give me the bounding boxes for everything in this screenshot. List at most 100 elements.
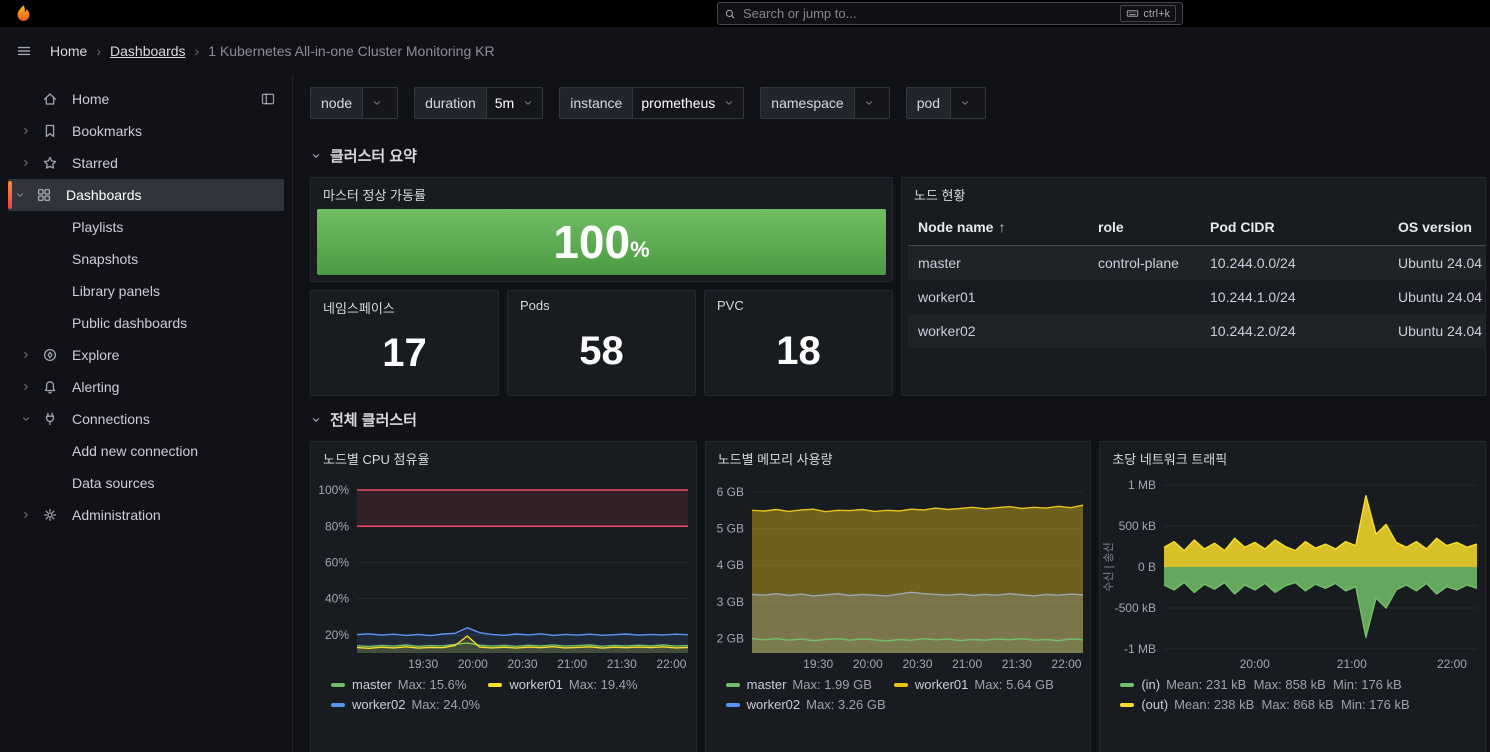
filter-value-dropdown[interactable]: [950, 87, 986, 119]
expand-toggle[interactable]: [14, 349, 38, 361]
svg-text:21:00: 21:00: [1337, 657, 1367, 671]
legend-item[interactable]: (in)Mean: 231 kB Max: 858 kB Min: 176 kB: [1120, 677, 1401, 692]
breadcrumb-dashboards[interactable]: Dashboards: [110, 43, 186, 59]
icon-slot: [38, 507, 62, 523]
legend-stats: Mean: 231 kB Max: 858 kB Min: 176 kB: [1166, 677, 1402, 692]
panel-title[interactable]: 노드 현황: [902, 178, 1485, 209]
sidebar-item-explore[interactable]: Explore: [8, 339, 284, 371]
filter-value-dropdown[interactable]: prometheus: [632, 87, 744, 119]
panel-title[interactable]: 네임스페이스: [311, 291, 498, 322]
chevron-down-icon: [20, 413, 32, 425]
filter-value-dropdown[interactable]: 5m: [486, 87, 543, 119]
expand-toggle[interactable]: [14, 381, 38, 393]
svg-text:19:30: 19:30: [803, 657, 833, 671]
svg-text:-1 MB: -1 MB: [1124, 642, 1156, 656]
svg-text:60%: 60%: [325, 555, 349, 569]
panel-namespaces: 네임스페이스 17: [310, 290, 499, 396]
expand-toggle[interactable]: [14, 125, 38, 137]
sidebar-item-label: Home: [72, 91, 109, 107]
table-row: worker0210.244.2.0/24Ubuntu 24.04: [908, 314, 1486, 348]
sidebar-item-library-panels[interactable]: Library panels: [8, 275, 284, 307]
column-header-node-name[interactable]: Node name↑: [908, 209, 1088, 246]
column-header-role[interactable]: role: [1088, 209, 1200, 246]
sidebar-item-public-dashboards[interactable]: Public dashboards: [8, 307, 284, 339]
menu-icon[interactable]: [16, 43, 32, 59]
search-icon: [724, 8, 736, 20]
cpu-chart-legend: masterMax: 15.6% worker01Max: 19.4% worker…: [311, 673, 696, 712]
filter-label: namespace: [760, 87, 853, 119]
sidebar-item-playlists[interactable]: Playlists: [8, 211, 284, 243]
legend-item[interactable]: (out)Mean: 238 kB Max: 868 kB Min: 176 k…: [1120, 697, 1409, 712]
chart-canvas[interactable]: 100%80%60%40%20%19:3020:0020:3021:0021:3…: [311, 473, 696, 673]
compass-icon: [42, 347, 58, 363]
panel-title[interactable]: 노드별 메모리 사용량: [706, 442, 1091, 473]
column-header-pod-cidr[interactable]: Pod CIDR: [1200, 209, 1388, 246]
legend-item[interactable]: worker02Max: 24.0%: [331, 697, 480, 712]
svg-text:40%: 40%: [325, 592, 349, 606]
sidebar-item-alerting[interactable]: Alerting: [8, 371, 284, 403]
column-header-os-version[interactable]: OS version: [1388, 209, 1486, 246]
legend-item[interactable]: worker01Max: 19.4%: [488, 677, 637, 692]
sidebar-item-administration[interactable]: Administration: [8, 499, 284, 531]
sidebar-item-home[interactable]: Home: [8, 83, 284, 115]
dock-icon[interactable]: [260, 91, 276, 107]
sidebar-item-label: Bookmarks: [72, 123, 142, 139]
search-input[interactable]: Search or jump to... ctrl+k: [717, 2, 1183, 25]
legend-item[interactable]: worker02 Max: 3.26 GB: [726, 697, 886, 712]
expand-toggle[interactable]: [14, 413, 38, 425]
stat-value: 58: [508, 318, 695, 395]
bell-icon: [42, 379, 58, 395]
sidebar-item-connections[interactable]: Connections: [8, 403, 284, 435]
legend-stats: Max: 24.0%: [411, 697, 480, 712]
filter-value-dropdown[interactable]: [854, 87, 890, 119]
table-cell: 10.244.1.0/24: [1200, 280, 1388, 314]
breadcrumb-home[interactable]: Home: [50, 43, 87, 59]
svg-text:20:00: 20:00: [1240, 657, 1270, 671]
legend-item[interactable]: masterMax: 15.6%: [331, 677, 466, 692]
filter-label: instance: [559, 87, 632, 119]
chart-canvas[interactable]: 1 MB500 kB0 B-500 kB-1 MB20:0021:0022:00…: [1100, 473, 1485, 673]
svg-text:20:30: 20:30: [507, 657, 537, 671]
table-cell: 10.244.0.0/24: [1200, 246, 1388, 281]
section-whole-cluster[interactable]: 전체 클러스터: [310, 409, 1486, 430]
sidebar-item-label: Alerting: [72, 379, 119, 395]
legend-label: master: [352, 677, 392, 692]
panel-title[interactable]: 초당 네트워크 트래픽: [1100, 442, 1485, 473]
icon-slot: [38, 411, 62, 427]
sidebar-item-label: Playlists: [72, 219, 123, 235]
sidebar-item-dashboards[interactable]: Dashboards: [8, 179, 284, 211]
active-indicator: [8, 181, 12, 209]
expand-toggle[interactable]: [14, 509, 38, 521]
legend-label: worker01: [915, 677, 968, 692]
memory-chart[interactable]: 6 GB5 GB4 GB3 GB2 GB19:3020:0020:3021:00…: [706, 473, 1091, 673]
expand-toggle[interactable]: [14, 157, 38, 169]
sidebar-item-snapshots[interactable]: Snapshots: [8, 243, 284, 275]
legend-stats: Max: 3.26 GB: [806, 697, 885, 712]
cpu-chart[interactable]: 100%80%60%40%20%19:3020:0020:3021:0021:3…: [311, 473, 696, 673]
network-chart[interactable]: 1 MB500 kB0 B-500 kB-1 MB20:0021:0022:00…: [1100, 473, 1485, 673]
chevron-right-icon: [20, 349, 32, 361]
legend-label: worker02: [747, 697, 800, 712]
sidebar-item-add-new-connection[interactable]: Add new connection: [8, 435, 284, 467]
panel-title[interactable]: 마스터 정상 가동률: [311, 178, 892, 209]
panel-title[interactable]: Pods: [508, 291, 695, 318]
panel-title[interactable]: PVC: [705, 291, 892, 318]
chevron-down-icon: [310, 414, 322, 426]
sidebar-item-data-sources[interactable]: Data sources: [8, 467, 284, 499]
sidebar-item-label: Administration: [72, 507, 161, 523]
table-cell: control-plane: [1088, 246, 1200, 281]
legend-item[interactable]: masterMax: 1.99 GB: [726, 677, 872, 692]
grafana-logo[interactable]: [14, 4, 33, 23]
table-cell: Ubuntu 24.04: [1388, 280, 1486, 314]
filter-value-dropdown[interactable]: [362, 87, 398, 119]
sidebar-item-label: Starred: [72, 155, 118, 171]
sidebar-item-bookmarks[interactable]: Bookmarks: [8, 115, 284, 147]
svg-text:20%: 20%: [325, 628, 349, 642]
sidebar-item-starred[interactable]: Starred: [8, 147, 284, 179]
legend-item[interactable]: worker01Max: 5.64 GB: [894, 677, 1054, 692]
section-cluster-summary[interactable]: 클러스터 요약: [310, 145, 1486, 166]
chart-canvas[interactable]: 6 GB5 GB4 GB3 GB2 GB19:3020:0020:3021:00…: [706, 473, 1091, 673]
panel-title[interactable]: 노드별 CPU 점유율: [311, 442, 696, 473]
panel-pvc: PVC 18: [704, 290, 893, 396]
svg-text:21:00: 21:00: [952, 657, 982, 671]
